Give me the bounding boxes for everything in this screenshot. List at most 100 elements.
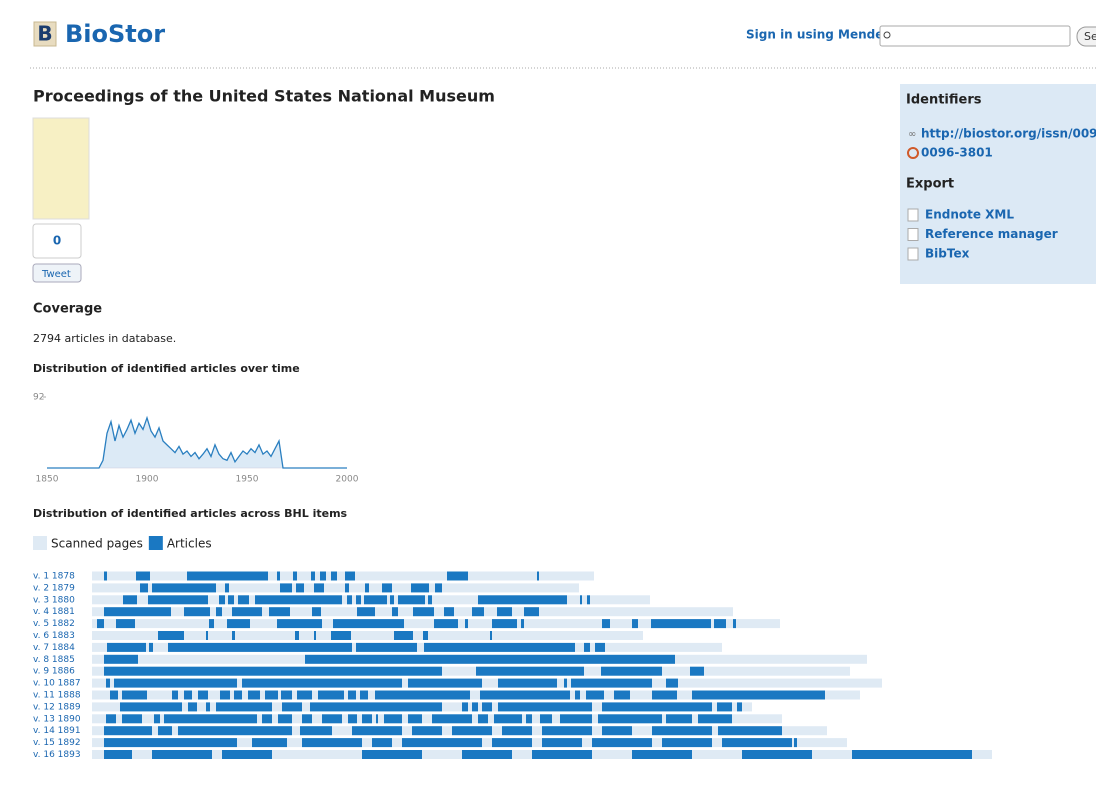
article-bar[interactable]: [345, 572, 355, 581]
item-label[interactable]: v. 9 1886: [33, 667, 75, 677]
article-bar[interactable]: [602, 702, 712, 711]
article-bar[interactable]: [104, 750, 132, 759]
article-bar[interactable]: [384, 714, 402, 723]
article-bar[interactable]: [392, 607, 398, 616]
article-bar[interactable]: [737, 702, 742, 711]
article-bar[interactable]: [331, 572, 337, 581]
article-bar[interactable]: [314, 583, 324, 592]
article-bar[interactable]: [184, 691, 192, 700]
article-bar[interactable]: [482, 702, 492, 711]
article-bar[interactable]: [490, 631, 492, 640]
export-link[interactable]: Endnote XML: [925, 208, 1014, 222]
article-bar[interactable]: [345, 583, 349, 592]
article-bar[interactable]: [580, 595, 582, 604]
article-bar[interactable]: [97, 619, 104, 628]
article-bar[interactable]: [852, 750, 972, 759]
article-bar[interactable]: [104, 572, 107, 581]
article-bar[interactable]: [252, 738, 287, 747]
article-bar[interactable]: [104, 726, 152, 735]
article-bar[interactable]: [312, 607, 321, 616]
article-bar[interactable]: [462, 750, 512, 759]
article-bar[interactable]: [497, 607, 512, 616]
article-bar[interactable]: [402, 738, 482, 747]
article-bar[interactable]: [302, 714, 312, 723]
article-bar[interactable]: [348, 691, 356, 700]
article-bar[interactable]: [164, 714, 257, 723]
article-bar[interactable]: [228, 595, 234, 604]
article-bar[interactable]: [188, 702, 197, 711]
article-bar[interactable]: [666, 714, 692, 723]
article-bar[interactable]: [282, 702, 302, 711]
article-bar[interactable]: [356, 595, 361, 604]
article-bar[interactable]: [277, 619, 322, 628]
article-bar[interactable]: [104, 738, 237, 747]
article-bar[interactable]: [206, 631, 208, 640]
article-bar[interactable]: [248, 691, 260, 700]
article-bar[interactable]: [666, 679, 678, 688]
item-label[interactable]: v. 6 1883: [33, 631, 75, 641]
article-bar[interactable]: [172, 691, 178, 700]
item-label[interactable]: v. 10 1887: [33, 679, 81, 689]
article-bar[interactable]: [222, 750, 272, 759]
article-bar[interactable]: [152, 750, 212, 759]
article-bar[interactable]: [352, 726, 402, 735]
article-bar[interactable]: [152, 583, 216, 592]
article-bar[interactable]: [452, 726, 492, 735]
article-bar[interactable]: [411, 583, 429, 592]
article-bar[interactable]: [107, 643, 146, 652]
article-bar[interactable]: [348, 714, 357, 723]
article-bar[interactable]: [398, 595, 425, 604]
article-bar[interactable]: [106, 679, 110, 688]
article-bar[interactable]: [394, 631, 413, 640]
article-bar[interactable]: [232, 607, 262, 616]
article-bar[interactable]: [318, 691, 344, 700]
article-bar[interactable]: [478, 714, 488, 723]
item-label[interactable]: v. 5 1882: [33, 619, 75, 629]
article-bar[interactable]: [219, 595, 225, 604]
article-bar[interactable]: [540, 714, 552, 723]
item-label[interactable]: v. 3 1880: [33, 595, 75, 605]
article-bar[interactable]: [311, 572, 315, 581]
article-bar[interactable]: [220, 691, 230, 700]
item-label[interactable]: v. 2 1879: [33, 583, 75, 593]
article-bar[interactable]: [158, 631, 184, 640]
item-label[interactable]: v. 12 1889: [33, 702, 81, 712]
article-bar[interactable]: [502, 726, 532, 735]
article-bar[interactable]: [692, 691, 825, 700]
article-bar[interactable]: [526, 714, 532, 723]
article-bar[interactable]: [357, 607, 375, 616]
article-bar[interactable]: [372, 738, 392, 747]
article-bar[interactable]: [209, 619, 214, 628]
article-bar[interactable]: [718, 726, 782, 735]
article-bar[interactable]: [571, 679, 652, 688]
article-bar[interactable]: [104, 607, 171, 616]
article-bar[interactable]: [148, 595, 208, 604]
article-bar[interactable]: [614, 691, 630, 700]
article-bar[interactable]: [587, 595, 590, 604]
article-bar[interactable]: [428, 595, 432, 604]
cover-thumbnail[interactable]: [33, 118, 89, 219]
article-bar[interactable]: [227, 619, 250, 628]
article-bar[interactable]: [314, 631, 316, 640]
article-bar[interactable]: [465, 619, 468, 628]
article-bar[interactable]: [722, 738, 792, 747]
article-bar[interactable]: [595, 643, 605, 652]
article-bar[interactable]: [794, 738, 797, 747]
article-bar[interactable]: [408, 679, 482, 688]
article-bar[interactable]: [652, 726, 712, 735]
article-bar[interactable]: [277, 572, 280, 581]
article-bar[interactable]: [542, 726, 592, 735]
article-bar[interactable]: [602, 726, 632, 735]
article-bar[interactable]: [632, 619, 638, 628]
article-bar[interactable]: [296, 583, 304, 592]
article-bar[interactable]: [652, 691, 677, 700]
article-bar[interactable]: [198, 691, 208, 700]
article-bar[interactable]: [413, 607, 434, 616]
article-bar[interactable]: [742, 750, 812, 759]
article-bar[interactable]: [375, 691, 470, 700]
article-bar[interactable]: [365, 583, 369, 592]
article-bar[interactable]: [542, 738, 582, 747]
article-bar[interactable]: [598, 714, 662, 723]
article-bar[interactable]: [560, 714, 592, 723]
article-bar[interactable]: [293, 572, 297, 581]
